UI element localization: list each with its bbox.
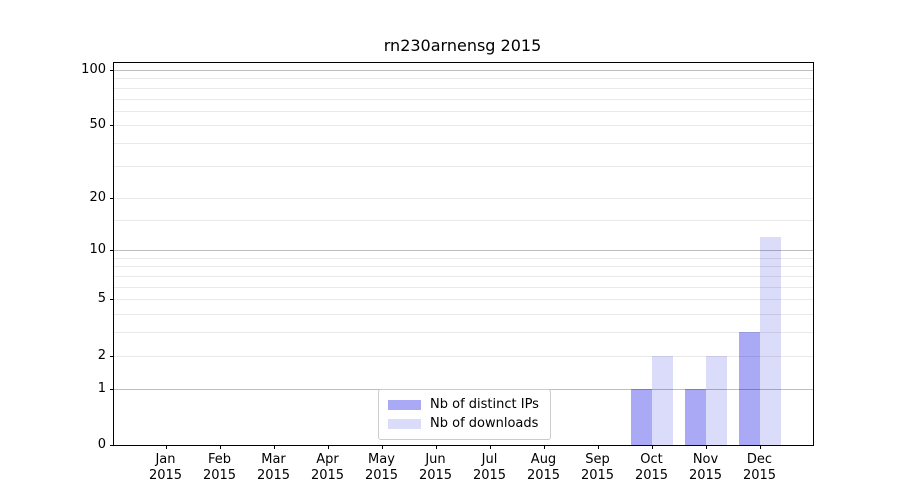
x-axis-tick [273, 445, 275, 449]
x-axis-tick [381, 445, 383, 449]
x-tick-label: May 2015 [364, 452, 399, 483]
x-tick-label: Oct 2015 [634, 452, 669, 483]
minor-gridline [114, 219, 813, 221]
y-axis-tick [110, 299, 114, 301]
x-tick-label: Apr 2015 [310, 452, 345, 483]
minor-gridline [114, 125, 813, 127]
y-tick-label: 100 [81, 61, 106, 77]
minor-gridline [114, 78, 813, 80]
legend-item-distinct-ips: Nb of distinct IPs [388, 396, 539, 414]
minor-gridline [114, 276, 813, 277]
x-tick-label: Jul 2015 [472, 452, 507, 483]
x-tick-label: Nov 2015 [688, 452, 723, 483]
minor-gridline [114, 266, 813, 268]
legend-item-downloads: Nb of downloads [388, 415, 539, 433]
y-axis-tick [110, 197, 114, 199]
legend-label-downloads: Nb of downloads [430, 416, 539, 431]
major-gridline [114, 69, 813, 71]
x-tick-label: Sep 2015 [580, 452, 615, 483]
y-axis-tick [110, 125, 114, 127]
minor-gridline [114, 165, 813, 167]
y-axis-tick [110, 388, 114, 390]
y-tick-label: 20 [89, 189, 106, 205]
minor-gridline [114, 143, 813, 145]
x-axis-tick [327, 445, 329, 449]
minor-gridline [114, 87, 813, 89]
minor-gridline [114, 257, 813, 259]
legend-swatch-downloads [388, 419, 421, 429]
bar-downloads [651, 355, 673, 445]
x-tick-label: Jan 2015 [148, 452, 183, 483]
minor-gridline [114, 314, 813, 316]
minor-gridline [114, 299, 813, 301]
y-tick-label: 10 [89, 242, 106, 258]
minor-gridline [114, 98, 813, 100]
y-tick-label: 2 [97, 347, 106, 363]
bar-downloads [759, 236, 781, 445]
x-tick-label: Feb 2015 [202, 452, 237, 483]
x-axis-tick [489, 445, 491, 449]
x-axis-tick [651, 445, 653, 449]
x-axis-tick [759, 445, 761, 449]
x-axis-tick [219, 445, 221, 449]
x-tick-label: Jun 2015 [418, 452, 453, 483]
legend: Nb of distinct IPs Nb of downloads [378, 389, 551, 440]
minor-gridline [114, 332, 813, 334]
y-tick-label: 1 [97, 380, 106, 396]
x-axis-tick [543, 445, 545, 449]
x-tick-label: Mar 2015 [256, 452, 291, 483]
y-tick-label: 5 [97, 291, 106, 307]
bar-distinct-ips [684, 388, 706, 445]
x-axis-tick [165, 445, 167, 449]
plot-area: Nb of distinct IPs Nb of downloads 0 1 2 5 1… [81, 62, 814, 483]
y-axis-tick [110, 445, 114, 446]
x-axis-tick [597, 445, 599, 449]
legend-label-distinct-ips: Nb of distinct IPs [430, 397, 539, 412]
minor-gridline [114, 197, 813, 199]
y-tick-label: 0 [97, 437, 106, 452]
y-tick-label: 50 [89, 117, 106, 133]
x-tick-label: Dec 2015 [742, 452, 777, 483]
y-axis-tick [110, 355, 114, 357]
y-axis-tick [110, 250, 114, 252]
bar-distinct-ips [630, 388, 652, 445]
bar-downloads [705, 355, 727, 445]
major-gridline [114, 250, 813, 252]
x-axis-tick [705, 445, 707, 449]
minor-gridline [114, 286, 813, 288]
bar-distinct-ips [738, 332, 760, 445]
x-tick-label: Aug 2015 [526, 452, 561, 483]
minor-gridline [114, 110, 813, 112]
chart-title: rn230arnensg 2015 [383, 36, 542, 55]
x-axis-tick [435, 445, 437, 449]
legend-swatch-distinct-ips [388, 400, 421, 410]
y-axis-tick [110, 69, 114, 71]
